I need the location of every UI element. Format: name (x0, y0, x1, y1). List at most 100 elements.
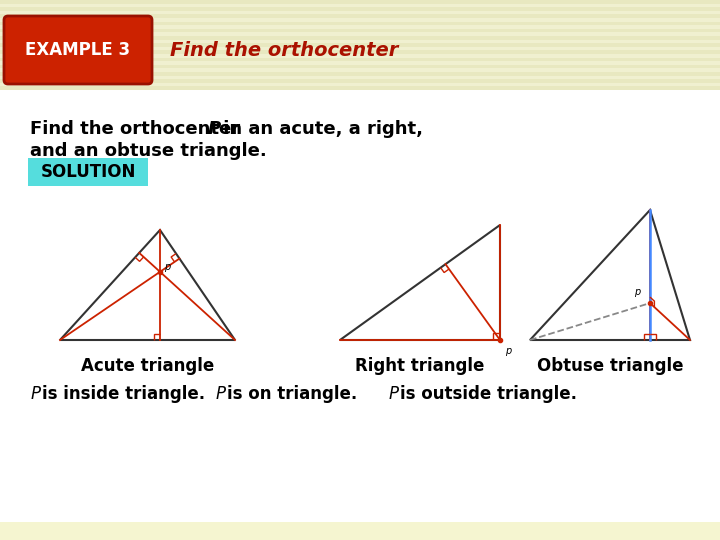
Bar (0, 75, 720, 78)
Bar (0, 228, 720, 231)
Bar (0, 273, 720, 276)
Bar (0, 348, 720, 351)
Bar (0, 468, 720, 471)
Bar (0, 29, 720, 32)
Bar (0, 384, 720, 387)
Bar (0, 72, 720, 75)
Text: $\it{P}$: $\it{P}$ (388, 385, 400, 403)
Bar (0, 93, 720, 96)
Bar (0, 168, 720, 171)
Bar (0, 174, 720, 177)
Bar (0, 108, 720, 111)
Bar (0, 417, 720, 420)
Bar (0, 105, 720, 108)
Bar (0, 537, 720, 540)
Bar (0, 390, 720, 393)
Bar (0, 18, 720, 21)
Bar (0, 270, 720, 273)
Bar (0, 492, 720, 495)
Bar (0, 477, 720, 480)
Bar (0, 33, 720, 36)
Bar (0, 24, 720, 27)
Bar (0, 42, 720, 45)
Bar (0, 138, 720, 141)
Bar (0, 7, 720, 11)
Bar (0, 285, 720, 288)
Bar (0, 366, 720, 369)
Bar (0, 393, 720, 396)
Text: P: P (208, 120, 221, 138)
Bar (0, 420, 720, 423)
Bar (0, 141, 720, 144)
Bar (0, 324, 720, 327)
Bar (0, 474, 720, 477)
Bar (0, 90, 720, 540)
Bar (0, 510, 720, 513)
Bar (0, 9, 720, 12)
Bar (0, 39, 720, 42)
Bar (0, 483, 720, 486)
Bar (0, 426, 720, 429)
FancyBboxPatch shape (4, 16, 152, 84)
Bar (0, 117, 720, 120)
Bar (0, 402, 720, 405)
Bar (0, 522, 720, 525)
Bar (0, 3, 720, 6)
Bar (0, 51, 720, 54)
Bar (0, 276, 720, 279)
Bar (0, 183, 720, 186)
Text: is outside triangle.: is outside triangle. (400, 385, 577, 403)
Bar (0, 267, 720, 270)
Bar (0, 234, 720, 237)
Bar (0, 318, 720, 321)
Bar (0, 222, 720, 225)
Bar (0, 65, 720, 69)
Bar (0, 186, 720, 189)
Bar (0, 288, 720, 291)
Bar (0, 6, 720, 9)
Bar (0, 462, 720, 465)
Bar (0, 297, 720, 300)
Bar (0, 36, 720, 39)
Bar (0, 12, 720, 15)
Text: and an obtuse triangle.: and an obtuse triangle. (30, 142, 266, 160)
Bar (0, 240, 720, 243)
Bar (0, 435, 720, 438)
Bar (0, 306, 720, 309)
Bar (0, 405, 720, 408)
Bar (0, 459, 720, 462)
Bar (0, 66, 720, 69)
Text: p: p (505, 346, 511, 356)
Bar (0, 444, 720, 447)
Bar (0, 372, 720, 375)
Bar (0, 150, 720, 153)
Bar (0, 294, 720, 297)
Bar (0, 171, 720, 174)
Bar (0, 45, 720, 48)
Bar (0, 399, 720, 402)
Text: is inside triangle.: is inside triangle. (42, 385, 205, 403)
Bar (0, 279, 720, 282)
Bar (0, 84, 720, 87)
Bar (0, 87, 720, 90)
Text: in an acute, a right,: in an acute, a right, (217, 120, 423, 138)
Text: Right triangle: Right triangle (355, 357, 485, 375)
Bar (0, 504, 720, 507)
Bar (0, 438, 720, 441)
Bar (0, 63, 720, 66)
Bar (0, 309, 720, 312)
Bar (0, 375, 720, 378)
Bar (0, 189, 720, 192)
Bar (0, 11, 720, 15)
Bar (0, 120, 720, 123)
Bar (0, 78, 720, 81)
Bar (0, 195, 720, 198)
Bar (0, 15, 720, 18)
Bar (0, 363, 720, 366)
Bar (0, 86, 720, 90)
Bar (0, 4, 720, 7)
Bar (0, 69, 720, 72)
Bar (0, 129, 720, 132)
Bar (0, 162, 720, 165)
Bar (0, 61, 720, 65)
